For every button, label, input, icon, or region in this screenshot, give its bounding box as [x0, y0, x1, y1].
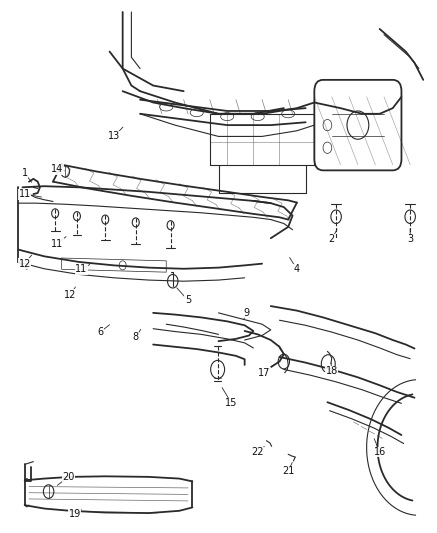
Text: 2: 2	[329, 235, 335, 244]
Text: 1: 1	[21, 168, 28, 178]
Text: 11: 11	[51, 239, 63, 249]
Text: 5: 5	[185, 295, 191, 305]
Text: 4: 4	[294, 264, 300, 274]
Text: 9: 9	[244, 308, 250, 318]
Text: 11: 11	[18, 189, 31, 199]
Text: 17: 17	[258, 368, 271, 378]
Text: 11: 11	[75, 264, 87, 274]
Text: 18: 18	[326, 366, 338, 376]
Text: 22: 22	[251, 447, 264, 457]
Text: 15: 15	[225, 398, 238, 408]
Text: 16: 16	[374, 447, 386, 457]
Text: 14: 14	[51, 164, 63, 174]
Text: 12: 12	[64, 290, 76, 300]
Text: 3: 3	[407, 235, 413, 244]
Text: 12: 12	[18, 259, 31, 269]
Text: 19: 19	[69, 509, 81, 519]
Text: 13: 13	[108, 132, 120, 141]
Text: 21: 21	[282, 466, 295, 476]
Text: 6: 6	[98, 327, 104, 336]
Text: 20: 20	[62, 472, 74, 482]
Text: 8: 8	[133, 332, 139, 342]
